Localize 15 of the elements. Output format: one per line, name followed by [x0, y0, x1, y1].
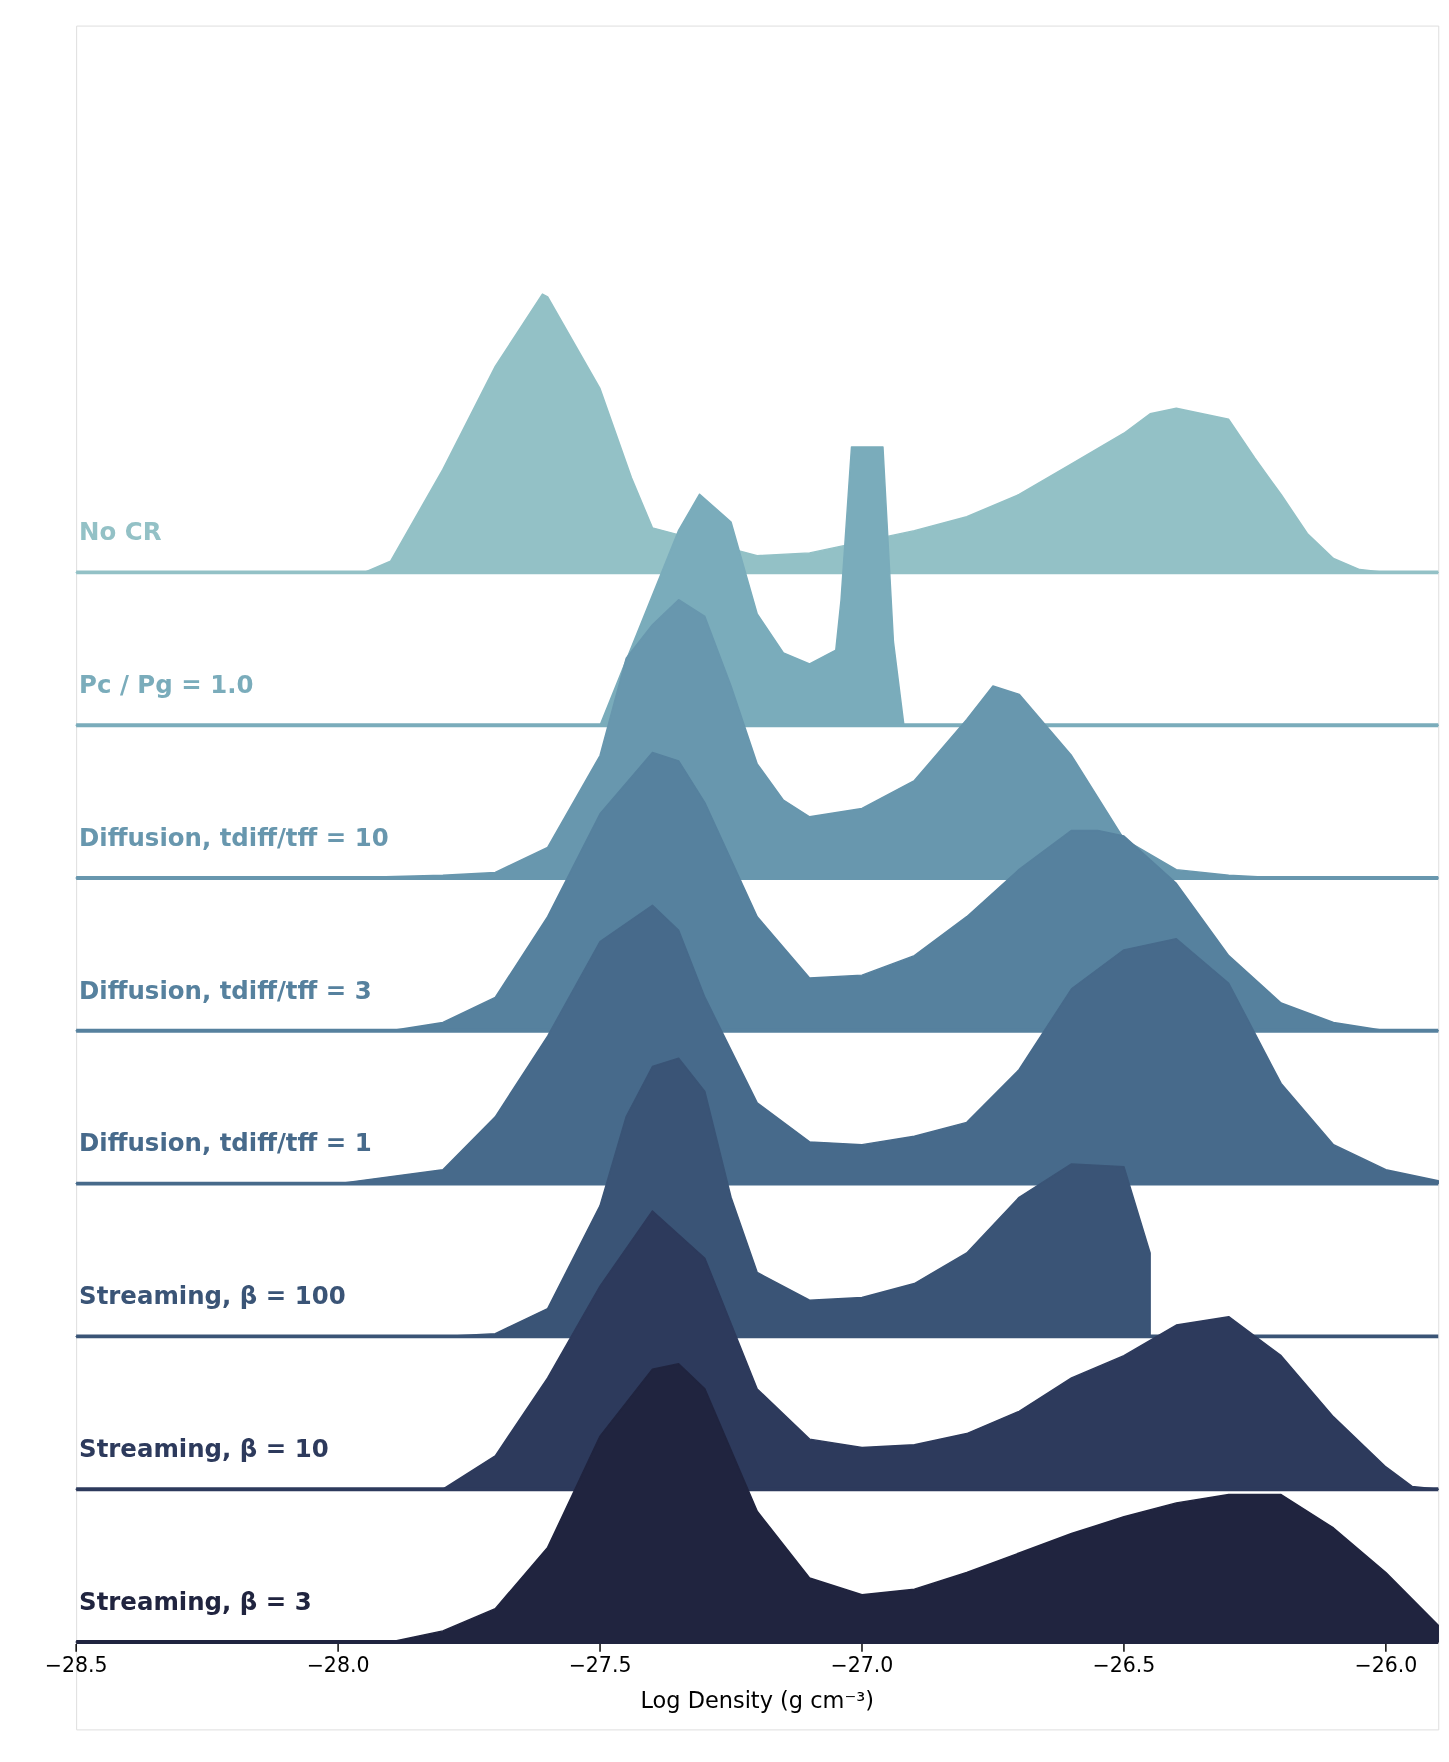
- series-label: Diffusion, tdiff/tff = 1: [79, 1128, 372, 1158]
- series-label: Streaming, β = 10: [79, 1434, 329, 1463]
- x-tick-label: −27.0: [830, 1653, 894, 1678]
- x-tick-label: −26.0: [1354, 1653, 1418, 1678]
- series-label: No CR: [79, 517, 162, 547]
- series-label: Streaming, β = 100: [79, 1281, 346, 1311]
- series-label: Pc / Pg = 1.0: [79, 669, 254, 699]
- x-tick-label: −26.5: [1092, 1653, 1156, 1678]
- x-tick-label: −28.0: [306, 1653, 370, 1678]
- x-tick-label: −28.5: [44, 1653, 108, 1678]
- series-label: Diffusion, tdiff/tff = 3: [79, 975, 372, 1005]
- series-label: Diffusion, tdiff/tff = 10: [79, 822, 389, 852]
- x-axis-title: Log Density (g cm⁻³): [640, 1687, 874, 1714]
- x-tick-label: −27.5: [568, 1653, 632, 1678]
- series-label: Streaming, β = 3: [79, 1586, 312, 1616]
